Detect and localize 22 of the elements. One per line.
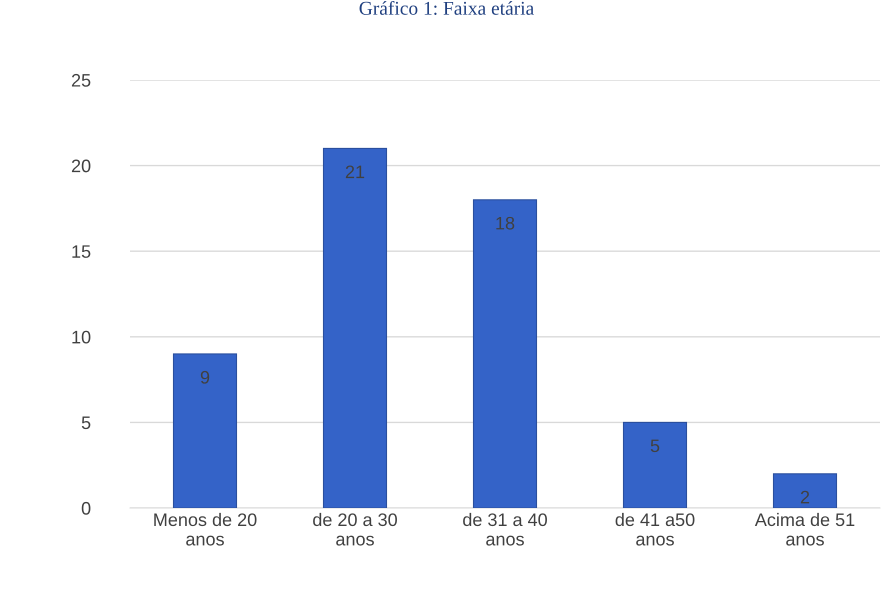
x-tick-label: de 31 a 40 anos <box>463 512 547 546</box>
x-tick-label: de 41 a50 anos <box>616 512 694 546</box>
x-tick-label: de 20 a 30 anos <box>313 512 397 546</box>
y-tick-label: 10 <box>72 330 90 344</box>
y-tick-label: 5 <box>82 416 90 430</box>
y-tick-label: 20 <box>72 160 90 172</box>
bar <box>322 148 388 508</box>
data-label: 5 <box>650 440 660 452</box>
data-label: 21 <box>346 165 364 178</box>
chart-title: Gráfico 1: Faixa etária <box>360 0 534 15</box>
data-label: 2 <box>800 490 810 504</box>
y-tick-label: 0 <box>82 502 90 515</box>
data-label: 18 <box>496 216 514 230</box>
bar <box>622 422 688 508</box>
data-label: 9 <box>200 370 210 384</box>
y-tick-label: 15 <box>72 245 90 258</box>
x-tick-label: Acima de 51 anos <box>754 512 854 546</box>
bar <box>472 199 538 508</box>
bar <box>172 353 238 508</box>
x-tick-label: Menos de 20 anos <box>154 512 256 546</box>
y-tick-label: 25 <box>72 74 90 87</box>
bar <box>772 473 838 508</box>
